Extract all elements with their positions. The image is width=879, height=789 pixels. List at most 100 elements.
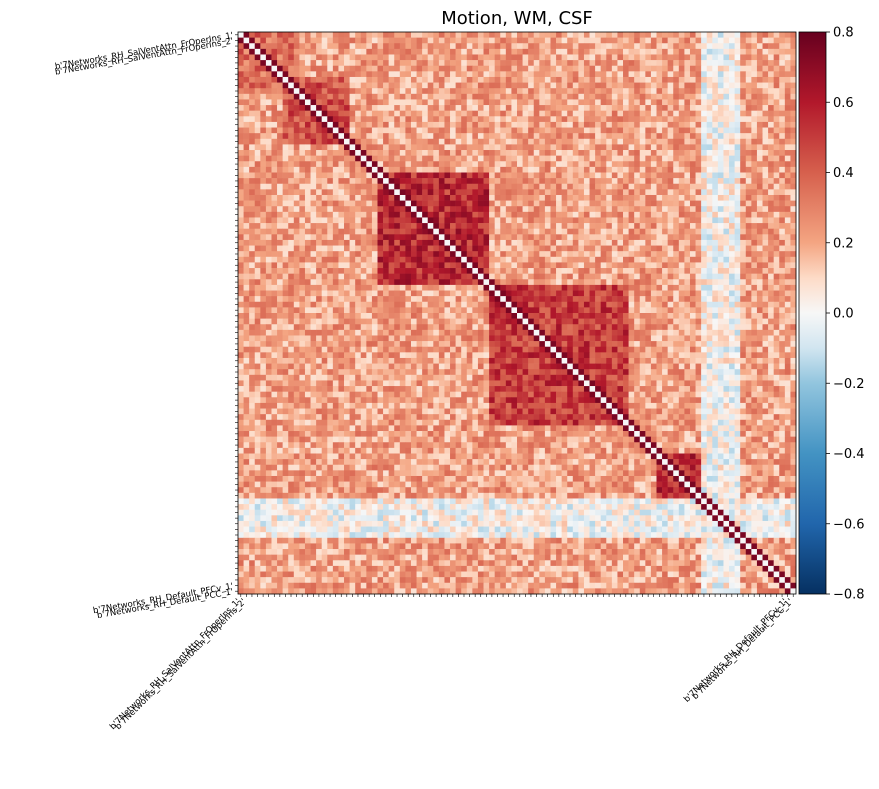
heatmap-cell <box>321 307 328 314</box>
heatmap-cell <box>712 239 719 246</box>
heatmap-cell <box>271 284 278 291</box>
heatmap-cell <box>349 88 356 95</box>
heatmap-cell <box>254 183 261 190</box>
heatmap-cell <box>249 127 256 134</box>
heatmap-cell <box>656 307 663 314</box>
heatmap-cell <box>606 189 613 196</box>
heatmap-cell <box>310 166 317 173</box>
heatmap-cell <box>561 262 568 269</box>
heatmap-cell <box>243 110 250 117</box>
heatmap-cell <box>410 172 417 179</box>
heatmap-cell <box>410 211 417 218</box>
heatmap-cell <box>717 290 724 297</box>
heatmap-cell <box>243 88 250 95</box>
heatmap-cell <box>450 301 456 308</box>
heatmap-cell <box>511 82 518 89</box>
heatmap-cell <box>461 251 468 258</box>
heatmap-cell <box>249 48 256 55</box>
heatmap-cell <box>528 138 535 145</box>
heatmap-cell <box>611 127 618 134</box>
heatmap-cell <box>399 183 406 190</box>
heatmap-cell <box>684 161 691 168</box>
heatmap-cell <box>528 48 535 55</box>
heatmap-cell <box>751 161 758 168</box>
heatmap-cell <box>416 211 423 218</box>
heatmap-cell <box>377 206 384 213</box>
heatmap-cell <box>578 144 585 151</box>
heatmap-cell <box>712 110 719 117</box>
heatmap-cell <box>684 279 691 286</box>
heatmap-cell <box>544 284 551 291</box>
heatmap-cell <box>528 290 535 297</box>
heatmap-cell <box>706 200 713 207</box>
heatmap-cell <box>729 279 735 286</box>
heatmap-cell <box>650 268 657 274</box>
heatmap-cell <box>723 60 730 67</box>
heatmap-cell <box>494 284 501 291</box>
heatmap-cell <box>511 262 518 269</box>
heatmap-cell <box>360 284 367 291</box>
heatmap-cell <box>332 60 339 67</box>
heatmap-cell <box>505 206 512 213</box>
heatmap-cell <box>299 121 306 128</box>
heatmap-cell <box>617 200 624 207</box>
heatmap-cell <box>678 194 685 201</box>
heatmap-cell <box>723 37 730 44</box>
heatmap-cell <box>360 217 367 224</box>
heatmap-cell <box>667 60 674 67</box>
heatmap-cell <box>550 150 557 156</box>
heatmap-cell <box>572 60 579 67</box>
heatmap-cell <box>282 194 289 201</box>
heatmap-cell <box>327 37 334 44</box>
heatmap-cell <box>405 48 412 55</box>
heatmap-cell <box>238 307 244 314</box>
heatmap-cell <box>410 200 417 207</box>
heatmap-cell <box>756 99 763 106</box>
heatmap-cell <box>282 307 289 314</box>
heatmap-cell <box>740 105 747 111</box>
heatmap-cell <box>578 268 585 274</box>
heatmap-cell <box>293 121 300 128</box>
heatmap-cell <box>277 234 283 241</box>
heatmap-cell <box>729 178 735 185</box>
heatmap-cell <box>360 234 367 241</box>
heatmap-cell <box>444 307 451 314</box>
heatmap-cell <box>243 211 250 218</box>
heatmap-cell <box>528 262 535 269</box>
heatmap-cell <box>383 200 389 207</box>
heatmap-cell <box>729 37 735 44</box>
heatmap-cell <box>489 268 495 274</box>
heatmap-cell <box>717 32 724 38</box>
heatmap-cell <box>639 82 646 89</box>
heatmap-cell <box>377 116 384 123</box>
heatmap-cell <box>332 200 339 207</box>
heatmap-cell <box>695 284 702 291</box>
heatmap-cell <box>405 65 412 72</box>
heatmap-cell <box>332 54 339 61</box>
heatmap-cell <box>383 228 389 235</box>
heatmap-cell <box>589 76 596 83</box>
heatmap-cell <box>444 262 451 269</box>
heatmap-cell <box>689 200 696 207</box>
heatmap-cell <box>422 228 429 235</box>
heatmap-cell <box>578 183 585 190</box>
heatmap-cell <box>483 37 490 44</box>
heatmap-cell <box>377 296 384 303</box>
heatmap-cell <box>740 65 747 72</box>
heatmap-cell <box>556 183 562 190</box>
heatmap-cell <box>249 290 256 297</box>
heatmap-cell <box>500 211 507 218</box>
heatmap-cell <box>740 172 747 179</box>
heatmap-cell <box>768 93 774 100</box>
heatmap-cell <box>444 239 451 246</box>
heatmap-cell <box>606 217 613 224</box>
heatmap-cell <box>583 256 590 263</box>
heatmap-cell <box>316 71 322 78</box>
heatmap-cell <box>768 116 774 123</box>
heatmap-cell <box>695 307 702 314</box>
heatmap-cell <box>768 301 774 308</box>
heatmap-cell <box>321 150 328 156</box>
heatmap-cell <box>265 268 272 274</box>
heatmap-cell <box>606 43 613 50</box>
heatmap-cell <box>695 32 702 38</box>
